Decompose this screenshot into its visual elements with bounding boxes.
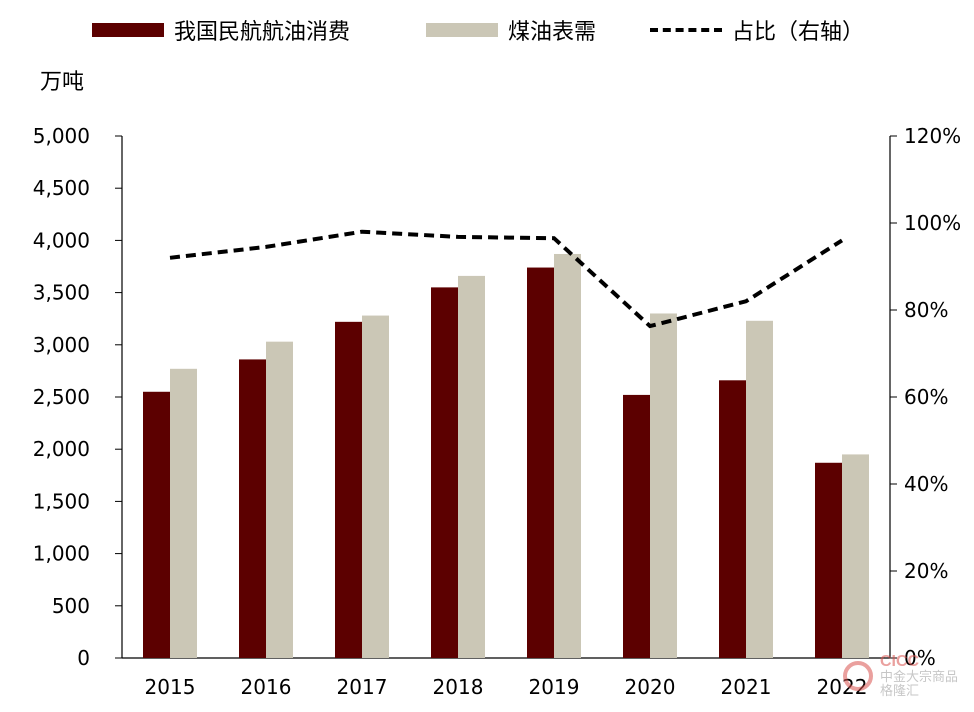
watermark-sub: 中金大宗商品 xyxy=(879,669,958,684)
left-tick-label: 2,000 xyxy=(33,437,90,461)
bar-consumption xyxy=(431,287,458,658)
legend-item-share: 占比（右轴） xyxy=(650,14,864,46)
left-tick-label: 3,000 xyxy=(33,333,90,357)
legend-swatch-consumption xyxy=(92,23,164,37)
right-tick-label: 0% xyxy=(904,646,936,670)
bar-demand xyxy=(746,320,773,658)
right-tick-label: 80% xyxy=(904,298,948,322)
x-tick-label: 2018 xyxy=(433,675,484,699)
bar-demand xyxy=(362,315,389,658)
left-tick-label: 4,000 xyxy=(33,228,90,252)
left-tick-label: 500 xyxy=(52,594,90,618)
legend-label-share: 占比（右轴） xyxy=(732,20,865,45)
x-tick-label: 2019 xyxy=(529,675,580,699)
bar-consumption xyxy=(335,321,362,658)
legend-swatch-share xyxy=(650,28,722,32)
right-tick-label: 60% xyxy=(904,385,948,409)
x-tick-label: 2017 xyxy=(337,675,388,699)
left-tick-label: 3,500 xyxy=(33,281,90,305)
left-tick-label: 2,500 xyxy=(33,385,90,409)
bar-demand xyxy=(458,275,485,658)
cicc-logo-icon xyxy=(842,661,873,691)
right-tick-label: 100% xyxy=(904,211,961,235)
x-tick-label: 2015 xyxy=(145,675,196,699)
watermark-name: CICC xyxy=(879,653,920,670)
legend-label-demand: 煤油表需 xyxy=(508,20,597,45)
legend-item-consumption: 我国民航航油消费 xyxy=(92,14,350,46)
left-tick-label: 5,000 xyxy=(33,124,90,148)
left-tick-label: 4,500 xyxy=(33,176,90,200)
bar-consumption xyxy=(143,391,170,658)
x-tick-label: 2016 xyxy=(241,675,292,699)
bar-consumption xyxy=(815,462,842,658)
left-axis-unit: 万吨 xyxy=(40,70,85,95)
bar-demand xyxy=(266,341,293,658)
legend-item-demand: 煤油表需 xyxy=(426,14,596,46)
bar-consumption xyxy=(527,267,554,658)
watermark: CICC 中金大宗商品 格隆汇 xyxy=(842,654,958,698)
right-tick-label: 40% xyxy=(904,472,948,496)
bar-demand xyxy=(554,253,581,659)
bar-demand xyxy=(650,313,677,658)
legend-label-consumption: 我国民航航油消费 xyxy=(174,20,351,45)
right-tick-label: 120% xyxy=(904,124,961,148)
x-tick-label: 2020 xyxy=(625,675,676,699)
left-tick-label: 1,500 xyxy=(33,489,90,513)
left-tick-label: 1,000 xyxy=(33,542,90,566)
bar-demand xyxy=(842,454,869,658)
bar-consumption xyxy=(239,359,266,658)
share-line xyxy=(169,229,844,329)
bar-consumption xyxy=(719,380,746,658)
left-tick-label: 0 xyxy=(77,646,90,670)
bar-consumption xyxy=(623,394,650,658)
watermark-brand: 格隆汇 xyxy=(879,683,919,698)
x-tick-label: 2021 xyxy=(721,675,772,699)
legend: 我国民航航油消费 煤油表需 占比（右轴） xyxy=(0,14,974,48)
legend-swatch-demand xyxy=(426,23,498,37)
bar-demand xyxy=(170,368,197,658)
right-tick-label: 20% xyxy=(904,559,948,583)
